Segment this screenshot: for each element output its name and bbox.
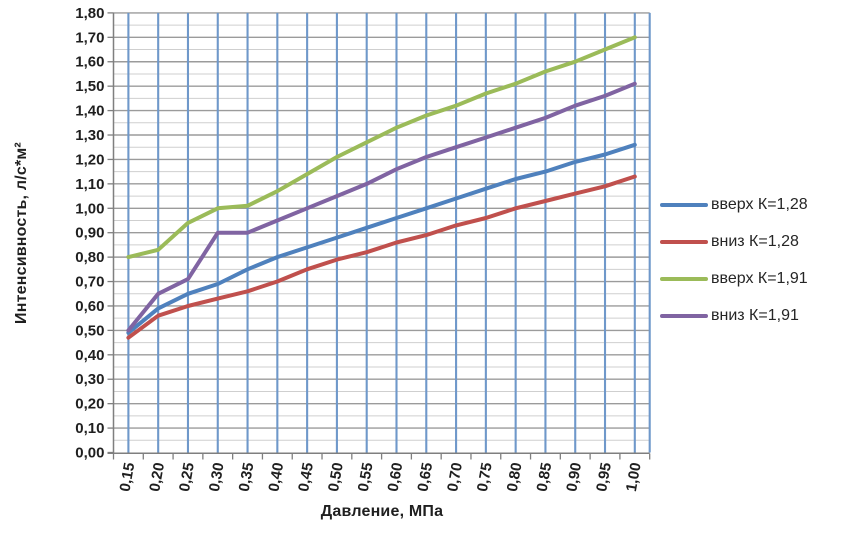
svg-text:0,40: 0,40 <box>265 461 287 493</box>
legend-item: вверх К=1,28 <box>660 186 844 223</box>
svg-text:1,40: 1,40 <box>75 103 104 120</box>
svg-text:1,50: 1,50 <box>75 78 104 95</box>
svg-text:1,20: 1,20 <box>75 151 104 168</box>
svg-text:0,95: 0,95 <box>593 461 615 493</box>
svg-text:0,20: 0,20 <box>146 461 168 493</box>
chart-legend: вверх К=1,28 вниз К=1,28 вверх К=1,91 вн… <box>660 186 844 334</box>
series-line <box>126 174 637 340</box>
legend-label: вверх К=1,28 <box>711 195 808 213</box>
svg-text:0,90: 0,90 <box>75 225 104 242</box>
legend-line-swatch <box>660 239 708 244</box>
svg-text:0,60: 0,60 <box>385 461 407 493</box>
legend-line-swatch <box>660 202 708 207</box>
series-line <box>126 81 637 333</box>
svg-text:0,80: 0,80 <box>504 461 526 493</box>
svg-text:0,55: 0,55 <box>355 461 377 493</box>
svg-text:0,80: 0,80 <box>75 249 104 266</box>
svg-text:0,50: 0,50 <box>75 322 104 339</box>
svg-text:0,45: 0,45 <box>295 461 317 493</box>
svg-text:0,50: 0,50 <box>325 461 347 493</box>
svg-text:0,75: 0,75 <box>474 461 496 493</box>
legend-line-swatch <box>660 313 708 318</box>
series-line <box>126 142 637 335</box>
legend-line-swatch <box>660 276 708 281</box>
legend-label: вверх К=1,91 <box>711 269 808 287</box>
svg-text:1,00: 1,00 <box>623 461 645 493</box>
svg-text:0,25: 0,25 <box>176 461 198 493</box>
legend-item: вниз К=1,28 <box>660 223 844 260</box>
x-axis-title: Давление, МПа <box>320 503 444 520</box>
svg-text:0,40: 0,40 <box>75 347 104 364</box>
svg-text:0,85: 0,85 <box>534 461 556 493</box>
svg-text:0,30: 0,30 <box>75 371 104 388</box>
svg-text:1,70: 1,70 <box>75 29 104 46</box>
svg-text:1,80: 1,80 <box>75 5 104 22</box>
svg-text:1,00: 1,00 <box>75 200 104 217</box>
svg-text:0,65: 0,65 <box>414 461 436 493</box>
svg-text:0,35: 0,35 <box>236 461 258 493</box>
series-line <box>126 35 637 260</box>
svg-text:0,30: 0,30 <box>206 461 228 493</box>
legend-item: вверх К=1,91 <box>660 260 844 297</box>
svg-text:0,20: 0,20 <box>75 396 104 413</box>
legend-item: вниз К=1,91 <box>660 297 844 334</box>
svg-text:1,30: 1,30 <box>75 127 104 144</box>
svg-text:1,10: 1,10 <box>75 176 104 193</box>
svg-text:0,00: 0,00 <box>75 445 104 462</box>
svg-text:0,70: 0,70 <box>444 461 466 493</box>
legend-label: вниз К=1,28 <box>711 232 799 250</box>
legend-label: вниз К=1,91 <box>711 306 799 324</box>
svg-text:0,15: 0,15 <box>117 461 139 493</box>
svg-text:0,60: 0,60 <box>75 298 104 315</box>
svg-text:0,10: 0,10 <box>75 420 104 437</box>
y-axis-title: Интенсивность, л/с*м² <box>13 142 30 324</box>
svg-text:0,70: 0,70 <box>75 274 104 291</box>
svg-text:1,60: 1,60 <box>75 54 104 71</box>
svg-text:0,90: 0,90 <box>563 461 585 493</box>
